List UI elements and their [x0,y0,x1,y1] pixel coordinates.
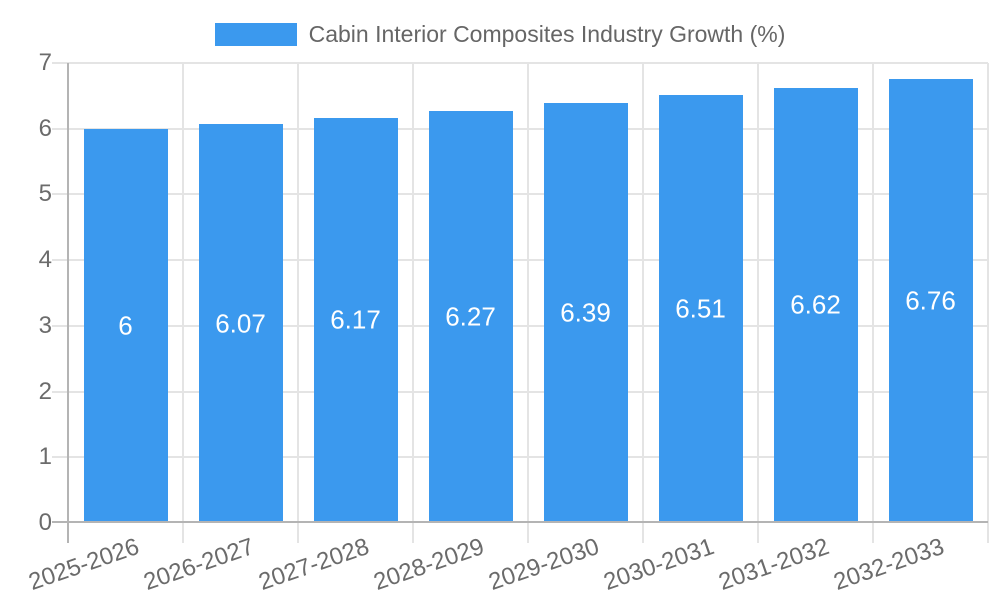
y-axis-line [67,63,69,543]
bar[interactable]: 6.39 [543,103,628,523]
y-tick-label: 4 [38,246,52,274]
v-gridline [527,63,529,543]
bar[interactable]: 6 [83,128,168,523]
y-tick-label: 2 [38,377,52,405]
x-axis-line [52,521,988,523]
plot-area: 6 6.07 6.17 6.27 6.39 6.51 6.62 6.76 0 1 2 3 4 5 6 7 202… [25,49,989,596]
y-tick-label: 3 [38,311,52,339]
bar[interactable]: 6.62 [773,87,858,523]
v-gridline [297,63,299,543]
v-gridline [182,63,184,543]
x-tick-label: 2028-2029 [369,533,488,596]
legend: Cabin Interior Composites Industry Growt… [0,21,1000,47]
v-gridline [412,63,414,543]
x-tick-label: 2029-2030 [484,533,603,596]
h-gridline [52,127,988,130]
bar-value-label: 6 [118,310,133,341]
bar[interactable]: 6.27 [428,110,513,523]
bar[interactable]: 6.07 [198,124,283,523]
x-tick-label: 2027-2028 [254,533,373,596]
h-gridline [52,324,988,327]
legend-color-swatch [214,22,297,46]
bar-value-label: 6.27 [445,301,496,332]
x-tick-label: 2026-2027 [139,533,258,596]
y-tick-label: 0 [38,509,52,536]
h-gridline [52,259,988,262]
y-tick-label: 6 [38,114,52,142]
y-tick-label: 7 [38,49,52,76]
bar-value-label: 6.76 [905,285,956,316]
x-tick-label: 2030-2031 [599,533,718,596]
x-tick-label: 2032-2033 [829,533,948,596]
v-gridline [872,63,874,543]
bar-value-label: 6.51 [675,293,726,324]
bar-value-label: 6.07 [215,308,266,339]
x-tick-label: 2025-2026 [24,533,143,596]
bar-value-label: 6.39 [560,297,611,328]
y-tick-label: 5 [38,180,52,208]
v-gridline [987,63,989,543]
bar[interactable]: 6.51 [658,95,743,523]
h-gridline [52,62,988,64]
y-tick-label: 1 [38,443,52,471]
bar[interactable]: 6.76 [888,78,973,523]
x-tick-label: 2031-2032 [714,533,833,596]
h-gridline [52,390,988,393]
bar-value-label: 6.17 [330,304,381,335]
h-gridline [52,456,988,459]
bar[interactable]: 6.17 [313,117,398,523]
bar-value-label: 6.62 [790,289,841,320]
legend-label: Cabin Interior Composites Industry Growt… [308,21,786,47]
v-gridline [757,63,759,543]
v-gridline [642,63,644,543]
legend-item[interactable]: Cabin Interior Composites Industry Growt… [214,21,786,47]
h-gridline [52,193,988,196]
